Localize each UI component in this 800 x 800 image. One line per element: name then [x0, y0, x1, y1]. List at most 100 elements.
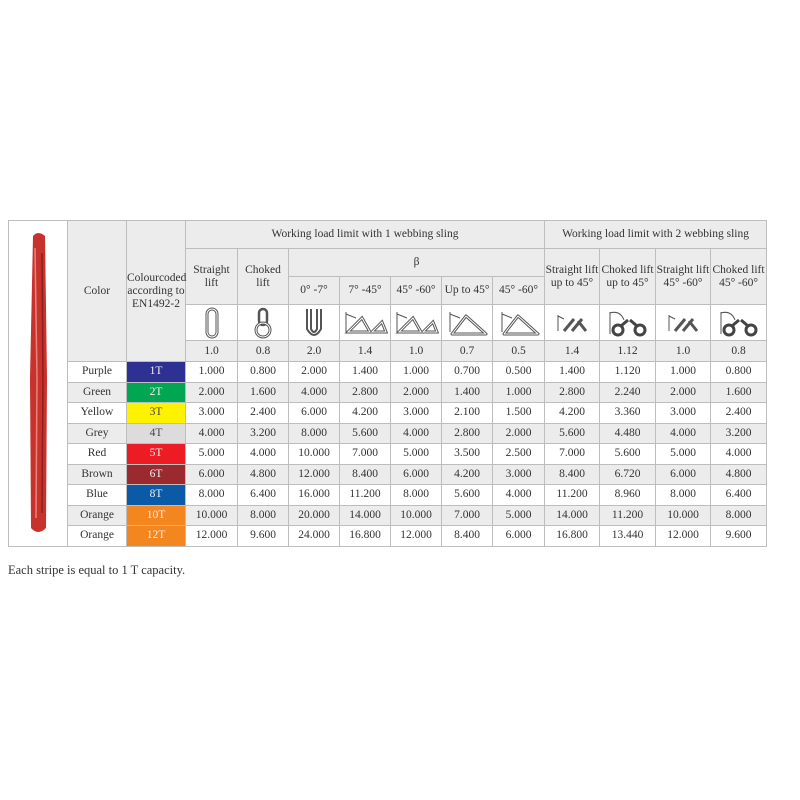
load-value: 3.200	[709, 422, 768, 444]
load-factor: 1.4	[544, 340, 600, 362]
two-straight-icon	[544, 304, 600, 341]
load-value: 1.600	[237, 381, 289, 403]
color-name: Grey	[67, 422, 127, 444]
table-row: Grey 4T 4.000 3.200 8.000 5.600 4.000 2.800 2.00…	[9, 422, 768, 444]
load-value: 3.000	[492, 463, 545, 485]
load-value: 12.000	[288, 463, 340, 485]
load-value: 2.400	[709, 402, 768, 424]
choked-loop-icon	[237, 304, 289, 341]
two-sling-col-header: Straight lift up to 45°	[544, 248, 600, 305]
load-value: 4.200	[339, 402, 391, 424]
load-value: 0.700	[441, 361, 493, 383]
load-value: 8.960	[599, 484, 656, 506]
load-value: 9.600	[709, 525, 768, 547]
colour-code-badge: 1T	[126, 361, 186, 383]
load-value: 8.000	[390, 484, 442, 506]
load-value: 5.600	[599, 443, 656, 465]
basket-angle-icon	[390, 304, 442, 341]
load-value: 11.200	[544, 484, 600, 506]
load-value: 2.000	[185, 381, 238, 403]
load-value: 0.800	[237, 361, 289, 383]
load-value: 2.100	[441, 402, 493, 424]
load-value: 3.000	[390, 402, 442, 424]
basket-triangle-icon	[492, 304, 545, 341]
load-value: 0.500	[492, 361, 545, 383]
load-value: 5.000	[185, 443, 238, 465]
load-value: 8.000	[709, 504, 768, 526]
colour-code-badge: 5T	[126, 443, 186, 465]
table-row: Orange 10T 10.000 8.000 20.000 14.000 10.000 7.…	[9, 504, 768, 526]
load-value: 14.000	[339, 504, 391, 526]
load-value: 10.000	[288, 443, 340, 465]
color-name: Purple	[67, 361, 127, 383]
load-value: 1.400	[441, 381, 493, 403]
load-value: 1.600	[709, 381, 768, 403]
load-value: 6.400	[709, 484, 768, 506]
load-value: 5.000	[492, 504, 545, 526]
load-value: 14.000	[544, 504, 600, 526]
load-factor: 1.4	[339, 340, 391, 362]
load-value: 2.500	[492, 443, 545, 465]
basket-angle-icon	[339, 304, 391, 341]
load-value: 8.400	[544, 463, 600, 485]
two-choked-icon	[709, 304, 768, 341]
angle-header: 45° -60°	[492, 276, 545, 305]
colour-code-badge: 2T	[126, 381, 186, 403]
choked-lift-header: Choked lift	[237, 248, 289, 305]
two-choked-icon	[599, 304, 656, 341]
load-value: 16.800	[544, 525, 600, 547]
color-name: Blue	[67, 484, 127, 506]
straight-loop-icon	[185, 304, 238, 341]
angle-header: 0° -7°	[288, 276, 340, 305]
load-value: 6.000	[288, 402, 340, 424]
colour-code-badge: 6T	[126, 463, 186, 485]
load-value: 2.400	[237, 402, 289, 424]
load-factor: 1.12	[599, 340, 656, 362]
load-value: 4.000	[709, 443, 768, 465]
load-value: 2.800	[441, 422, 493, 444]
load-value: 4.000	[655, 422, 711, 444]
table-row: Red 5T 5.000 4.000 10.000 7.000 5.000 3.500 2.50…	[9, 443, 768, 465]
one-sling-header: Working load limit with 1 webbing sling	[185, 220, 545, 249]
table-row: Purple 1T 1.000 0.800 2.000 1.400 1.000 0.700 0.…	[9, 361, 768, 383]
table-row: Orange 12T 12.000 9.600 24.000 16.800 12.000 8.…	[9, 525, 768, 547]
load-value: 6.400	[237, 484, 289, 506]
load-factor: 0.5	[492, 340, 545, 362]
table-row: Green 2T 2.000 1.600 4.000 2.800 2.000 1.400 1.0…	[9, 381, 768, 403]
load-value: 6.000	[655, 463, 711, 485]
load-value: 10.000	[390, 504, 442, 526]
table-row: Blue 8T 8.000 6.400 16.000 11.200 8.000 5.600 4.…	[9, 484, 768, 506]
load-value: 4.480	[599, 422, 656, 444]
load-value: 1.400	[339, 361, 391, 383]
load-value: 3.000	[185, 402, 238, 424]
two-sling-col-header: Choked lift up to 45°	[599, 248, 656, 305]
load-value: 6.000	[185, 463, 238, 485]
basket-triangle-icon	[441, 304, 493, 341]
load-factor: 0.8	[237, 340, 289, 362]
load-value: 1.500	[492, 402, 545, 424]
load-value: 11.200	[339, 484, 391, 506]
load-value: 3.500	[441, 443, 493, 465]
footnote: Each stripe is equal to 1 T capacity.	[8, 563, 186, 577]
load-factor: 2.0	[288, 340, 340, 362]
load-value: 13.440	[599, 525, 656, 547]
load-value: 12.000	[185, 525, 238, 547]
colourcode-header: Colourcoded according to EN1492-2	[126, 220, 186, 362]
angle-header: 7° -45°	[339, 276, 391, 305]
load-value: 2.240	[599, 381, 656, 403]
color-name: Green	[67, 381, 127, 403]
load-value: 10.000	[655, 504, 711, 526]
load-value: 2.800	[544, 381, 600, 403]
color-name: Brown	[67, 463, 127, 485]
table-row: Brown 6T 6.000 4.800 12.000 8.400 6.000 4.200 3.…	[9, 463, 768, 485]
load-value: 20.000	[288, 504, 340, 526]
load-value: 8.400	[339, 463, 391, 485]
colour-code-badge: 4T	[126, 422, 186, 444]
load-value: 3.200	[237, 422, 289, 444]
colour-code-badge: 12T	[126, 525, 186, 547]
load-value: 12.000	[655, 525, 711, 547]
load-value: 7.000	[339, 443, 391, 465]
color-name: Yellow	[67, 402, 127, 424]
load-factor: 1.0	[185, 340, 238, 362]
beta-header: β	[288, 248, 545, 277]
